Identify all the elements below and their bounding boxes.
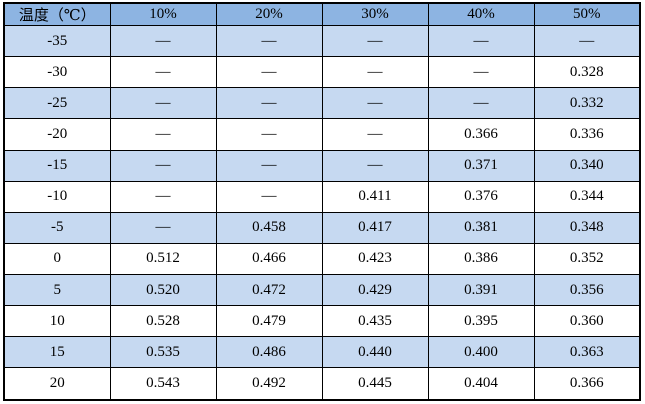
value-cell: 0.400 (427, 336, 535, 369)
value-cell: 0.376 (427, 180, 535, 213)
value-cell: — (109, 149, 217, 182)
table-row: -25— — — —0.332 (3, 87, 641, 120)
table-row: -10— —0.411 0.376 0.344 (3, 180, 641, 213)
table-row: 10 0.528 0.479 0.435 0.395 0.360 (3, 305, 641, 338)
value-cell: — (321, 24, 429, 58)
value-cell: 0.479 (215, 305, 323, 338)
value-cell: — (109, 180, 217, 213)
table-row: 15 0.535 0.486 0.440 0.400 0.363 (3, 336, 641, 369)
temperature-cell: -35 (3, 24, 111, 58)
table-row: 0 0.512 0.466 0.423 0.386 0.352 (3, 242, 641, 276)
temperature-cell: -20 (3, 118, 111, 151)
value-cell: 0.360 (533, 305, 641, 338)
temperature-table: 温度（℃） 10% 20% 30% 40% 50% -35— — — — — -30— — — —0.32… (3, 2, 641, 401)
value-cell: 0.386 (427, 242, 535, 276)
header-cell-50%: 50% (533, 2, 641, 26)
value-cell: 0.535 (109, 336, 217, 369)
value-cell: — (427, 87, 535, 120)
value-cell: 0.371 (427, 149, 535, 182)
value-cell: — (215, 180, 323, 213)
value-cell: 0.512 (109, 242, 217, 276)
value-cell: — (321, 149, 429, 182)
value-cell: 0.366 (533, 367, 641, 401)
value-cell: 0.520 (109, 273, 217, 307)
value-cell: — (109, 56, 217, 89)
header-cell-30%: 30% (321, 2, 429, 26)
value-cell: 0.340 (533, 149, 641, 182)
value-cell: — (215, 118, 323, 151)
temperature-table-container: 温度（℃） 10% 20% 30% 40% 50% -35— — — — — -30— — — —0.32… (3, 2, 641, 401)
table-body: -35— — — — — -30— — — —0.328 -25— — — —0.332 -20— — —0.… (3, 24, 641, 401)
table-row: -35— — — — — (3, 24, 641, 58)
value-cell: — (109, 118, 217, 151)
value-cell: 0.423 (321, 242, 429, 276)
temperature-cell: -30 (3, 56, 111, 89)
value-cell: — (321, 118, 429, 151)
value-cell: 0.440 (321, 336, 429, 369)
table-row: 20 0.543 0.492 0.445 0.404 0.366 (3, 367, 641, 401)
temperature-cell: 20 (3, 367, 111, 401)
value-cell: 0.404 (427, 367, 535, 401)
temperature-cell: 0 (3, 242, 111, 276)
temperature-cell: 5 (3, 273, 111, 307)
value-cell: 0.417 (321, 211, 429, 244)
value-cell: 0.348 (533, 211, 641, 244)
value-cell: 0.528 (109, 305, 217, 338)
value-cell: — (109, 24, 217, 58)
value-cell: — (321, 87, 429, 120)
table-header: 温度（℃） 10% 20% 30% 40% 50% (3, 2, 641, 26)
value-cell: — (427, 56, 535, 89)
value-cell: 0.356 (533, 273, 641, 307)
value-cell: — (427, 24, 535, 58)
value-cell: 0.435 (321, 305, 429, 338)
value-cell: — (215, 149, 323, 182)
header-row: 温度（℃） 10% 20% 30% 40% 50% (3, 2, 641, 26)
value-cell: 0.445 (321, 367, 429, 401)
value-cell: 0.363 (533, 336, 641, 369)
value-cell: 0.366 (427, 118, 535, 151)
value-cell: — (215, 56, 323, 89)
value-cell: 0.352 (533, 242, 641, 276)
value-cell: 0.472 (215, 273, 323, 307)
value-cell: 0.328 (533, 56, 641, 89)
value-cell: 0.344 (533, 180, 641, 213)
header-cell-temperature: 温度（℃） (3, 2, 111, 26)
value-cell: — (533, 24, 641, 58)
value-cell: — (109, 211, 217, 244)
table-row: 5 0.520 0.472 0.429 0.391 0.356 (3, 273, 641, 307)
value-cell: 0.458 (215, 211, 323, 244)
value-cell: — (109, 87, 217, 120)
header-cell-10%: 10% (109, 2, 217, 26)
value-cell: 0.411 (321, 180, 429, 213)
value-cell: 0.336 (533, 118, 641, 151)
temperature-cell: -25 (3, 87, 111, 120)
temperature-cell: -5 (3, 211, 111, 244)
value-cell: — (215, 24, 323, 58)
temperature-cell: 10 (3, 305, 111, 338)
table-row: -20— — —0.366 0.336 (3, 118, 641, 151)
value-cell: 0.486 (215, 336, 323, 369)
temperature-cell: 15 (3, 336, 111, 369)
table-row: -15— — —0.371 0.340 (3, 149, 641, 182)
value-cell: 0.543 (109, 367, 217, 401)
value-cell: — (321, 56, 429, 89)
value-cell: 0.466 (215, 242, 323, 276)
temperature-cell: -10 (3, 180, 111, 213)
table-row: -5—0.458 0.417 0.381 0.348 (3, 211, 641, 244)
value-cell: — (215, 87, 323, 120)
value-cell: 0.391 (427, 273, 535, 307)
value-cell: 0.395 (427, 305, 535, 338)
value-cell: 0.332 (533, 87, 641, 120)
value-cell: 0.429 (321, 273, 429, 307)
value-cell: 0.492 (215, 367, 323, 401)
header-cell-20%: 20% (215, 2, 323, 26)
table-row: -30— — — —0.328 (3, 56, 641, 89)
value-cell: 0.381 (427, 211, 535, 244)
header-cell-40%: 40% (427, 2, 535, 26)
temperature-cell: -15 (3, 149, 111, 182)
